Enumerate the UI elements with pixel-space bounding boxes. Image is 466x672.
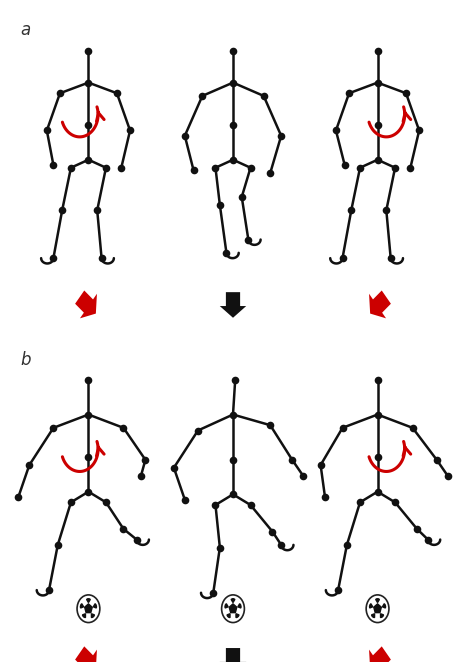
- Text: b: b: [21, 351, 31, 369]
- Polygon shape: [236, 614, 239, 618]
- Polygon shape: [75, 290, 97, 319]
- Polygon shape: [383, 603, 385, 608]
- Polygon shape: [371, 614, 375, 618]
- Circle shape: [77, 595, 100, 622]
- Polygon shape: [87, 599, 90, 603]
- Polygon shape: [381, 614, 384, 618]
- Polygon shape: [376, 599, 379, 603]
- Polygon shape: [220, 292, 246, 318]
- Polygon shape: [91, 614, 95, 618]
- Polygon shape: [229, 604, 237, 613]
- Polygon shape: [374, 604, 381, 613]
- Polygon shape: [82, 614, 85, 618]
- Polygon shape: [220, 648, 246, 672]
- Polygon shape: [231, 599, 235, 603]
- Polygon shape: [93, 603, 96, 608]
- Polygon shape: [369, 290, 391, 319]
- Text: a: a: [21, 22, 31, 40]
- Polygon shape: [370, 603, 373, 608]
- Circle shape: [366, 595, 389, 622]
- Polygon shape: [81, 603, 83, 608]
- Polygon shape: [225, 603, 228, 608]
- Polygon shape: [75, 646, 97, 672]
- Polygon shape: [369, 646, 391, 672]
- Polygon shape: [238, 603, 241, 608]
- Polygon shape: [85, 604, 92, 613]
- Polygon shape: [227, 614, 230, 618]
- Circle shape: [222, 595, 244, 622]
